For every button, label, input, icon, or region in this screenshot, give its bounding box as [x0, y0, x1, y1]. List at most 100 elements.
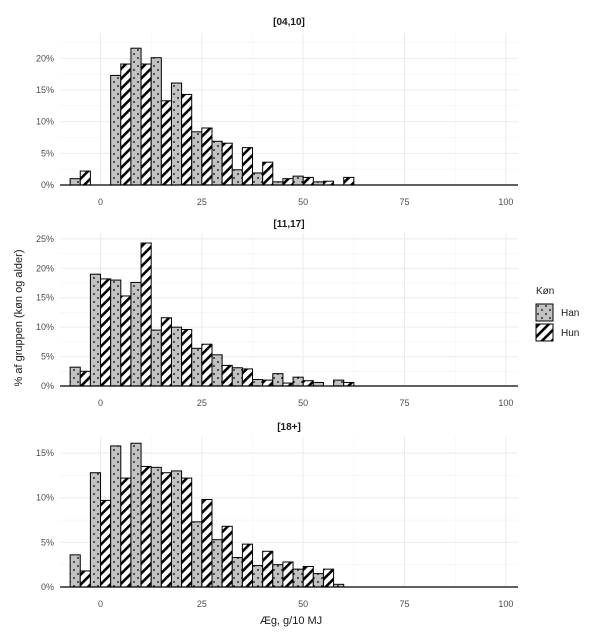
- bar-hun: [221, 142, 233, 186]
- bar-hun: [262, 161, 274, 186]
- x-tick-label: 50: [298, 599, 308, 609]
- bar-hun: [160, 317, 172, 387]
- x-tick-label: 75: [400, 599, 410, 609]
- bar-han: [272, 564, 284, 588]
- bar-hun: [140, 63, 152, 186]
- bar-han: [252, 379, 264, 387]
- bar-hun: [302, 176, 314, 186]
- bar-han: [333, 379, 345, 387]
- bar-han: [130, 281, 142, 387]
- bar-han: [191, 347, 203, 387]
- bar-hun: [262, 379, 274, 387]
- y-tick-label: 0%: [41, 582, 54, 592]
- bar-hun: [302, 380, 314, 387]
- chart-panels: [04,10] 0% 5% 10% 15% 20% 0 25 50 75 100 [11,17] 0% 5…: [36, 17, 518, 609]
- bar-hun: [100, 278, 112, 387]
- y-tick-label: 0%: [41, 180, 54, 190]
- y-tick-label: 20%: [36, 53, 54, 63]
- x-tick-label: 25: [197, 599, 207, 609]
- bar-han: [292, 376, 304, 387]
- bar-hun: [100, 499, 112, 588]
- bar-han: [292, 175, 304, 186]
- bar-hun: [201, 127, 213, 186]
- x-tick-label: 25: [197, 197, 207, 207]
- panel-1: [04,10] 0% 5% 10% 15% 20% 0 25 50 75 100: [36, 17, 518, 207]
- legend-title: Køn: [536, 286, 554, 297]
- bar-han: [312, 573, 324, 588]
- bar-han: [231, 169, 243, 186]
- x-tick-label: 0: [98, 599, 103, 609]
- y-tick-label: 10%: [36, 322, 54, 332]
- bar-han: [110, 74, 122, 186]
- y-tick-label: 25%: [36, 234, 54, 244]
- bar-hun: [160, 472, 172, 588]
- y-tick-label: 10%: [36, 117, 54, 127]
- bar-hun: [282, 178, 294, 186]
- bar-han: [110, 445, 122, 588]
- bar-hun: [262, 550, 274, 588]
- bar-han: [150, 329, 162, 387]
- x-axis-title: Æg, g/10 MJ: [260, 615, 322, 627]
- bar-han: [231, 367, 243, 387]
- bar-han: [170, 326, 183, 387]
- bar-hun: [79, 370, 91, 387]
- y-tick-label: 5%: [41, 148, 54, 158]
- y-tick-label: 15%: [36, 293, 54, 303]
- bar-hun: [241, 543, 254, 588]
- bar-hun: [140, 242, 152, 387]
- bar-han: [272, 373, 284, 387]
- y-tick-label: 0%: [41, 381, 54, 391]
- x-tick-label: 25: [197, 398, 207, 408]
- bar-hun: [181, 93, 193, 186]
- x-tick-label: 75: [400, 398, 410, 408]
- bar-hun: [140, 465, 152, 588]
- bar-hun: [120, 63, 132, 186]
- y-axis-title: % af gruppen (køn og alder): [13, 250, 25, 387]
- bar-han: [150, 57, 162, 186]
- y-tick-label: 5%: [41, 537, 54, 547]
- x-tick-label: 75: [400, 197, 410, 207]
- bar-han: [69, 178, 81, 186]
- bar-han: [211, 140, 223, 186]
- bar-hun: [120, 477, 132, 588]
- y-tick-label: 20%: [36, 263, 54, 273]
- legend-key-hun: [535, 323, 554, 342]
- bar-han: [150, 466, 162, 588]
- bar-hun: [160, 100, 172, 186]
- bar-hun: [302, 565, 314, 588]
- bar-han: [231, 557, 243, 588]
- x-tick-label: 100: [498, 197, 513, 207]
- bar-hun: [282, 561, 294, 588]
- bar-han: [252, 172, 264, 186]
- bar-hun: [322, 568, 335, 588]
- panel-title: [04,10]: [273, 17, 305, 28]
- bar-hun: [221, 364, 233, 387]
- bar-han: [69, 554, 81, 588]
- y-tick-label: 15%: [36, 85, 54, 95]
- bar-hun: [201, 343, 213, 387]
- bar-han: [191, 131, 203, 186]
- bar-han: [89, 273, 102, 387]
- x-tick-label: 100: [498, 398, 513, 408]
- x-tick-label: 50: [298, 197, 308, 207]
- bar-han: [130, 47, 142, 186]
- bar-han: [130, 442, 142, 588]
- legend-key-han: [535, 303, 554, 322]
- panel-3: [18+] 0% 5% 10% 15% 0 25 50 75 100: [36, 422, 518, 609]
- bar-hun: [79, 170, 91, 186]
- bar-hun: [181, 477, 193, 588]
- bar-hun: [221, 525, 233, 588]
- bar-han: [170, 82, 183, 186]
- panel-2: [11,17] 0% 5% 10% 15% 20% 25% 0 25 50 75 100: [36, 219, 518, 408]
- panel-title: [11,17]: [273, 219, 304, 230]
- x-tick-label: 100: [498, 599, 513, 609]
- bar-han: [292, 568, 304, 588]
- y-tick-label: 5%: [41, 352, 54, 362]
- panel-title: [18+]: [277, 422, 301, 433]
- legend-label-hun: Hun: [561, 328, 579, 339]
- bar-han: [211, 354, 223, 387]
- x-tick-label: 50: [298, 398, 308, 408]
- bar-han: [191, 521, 203, 588]
- bar-han: [211, 539, 223, 588]
